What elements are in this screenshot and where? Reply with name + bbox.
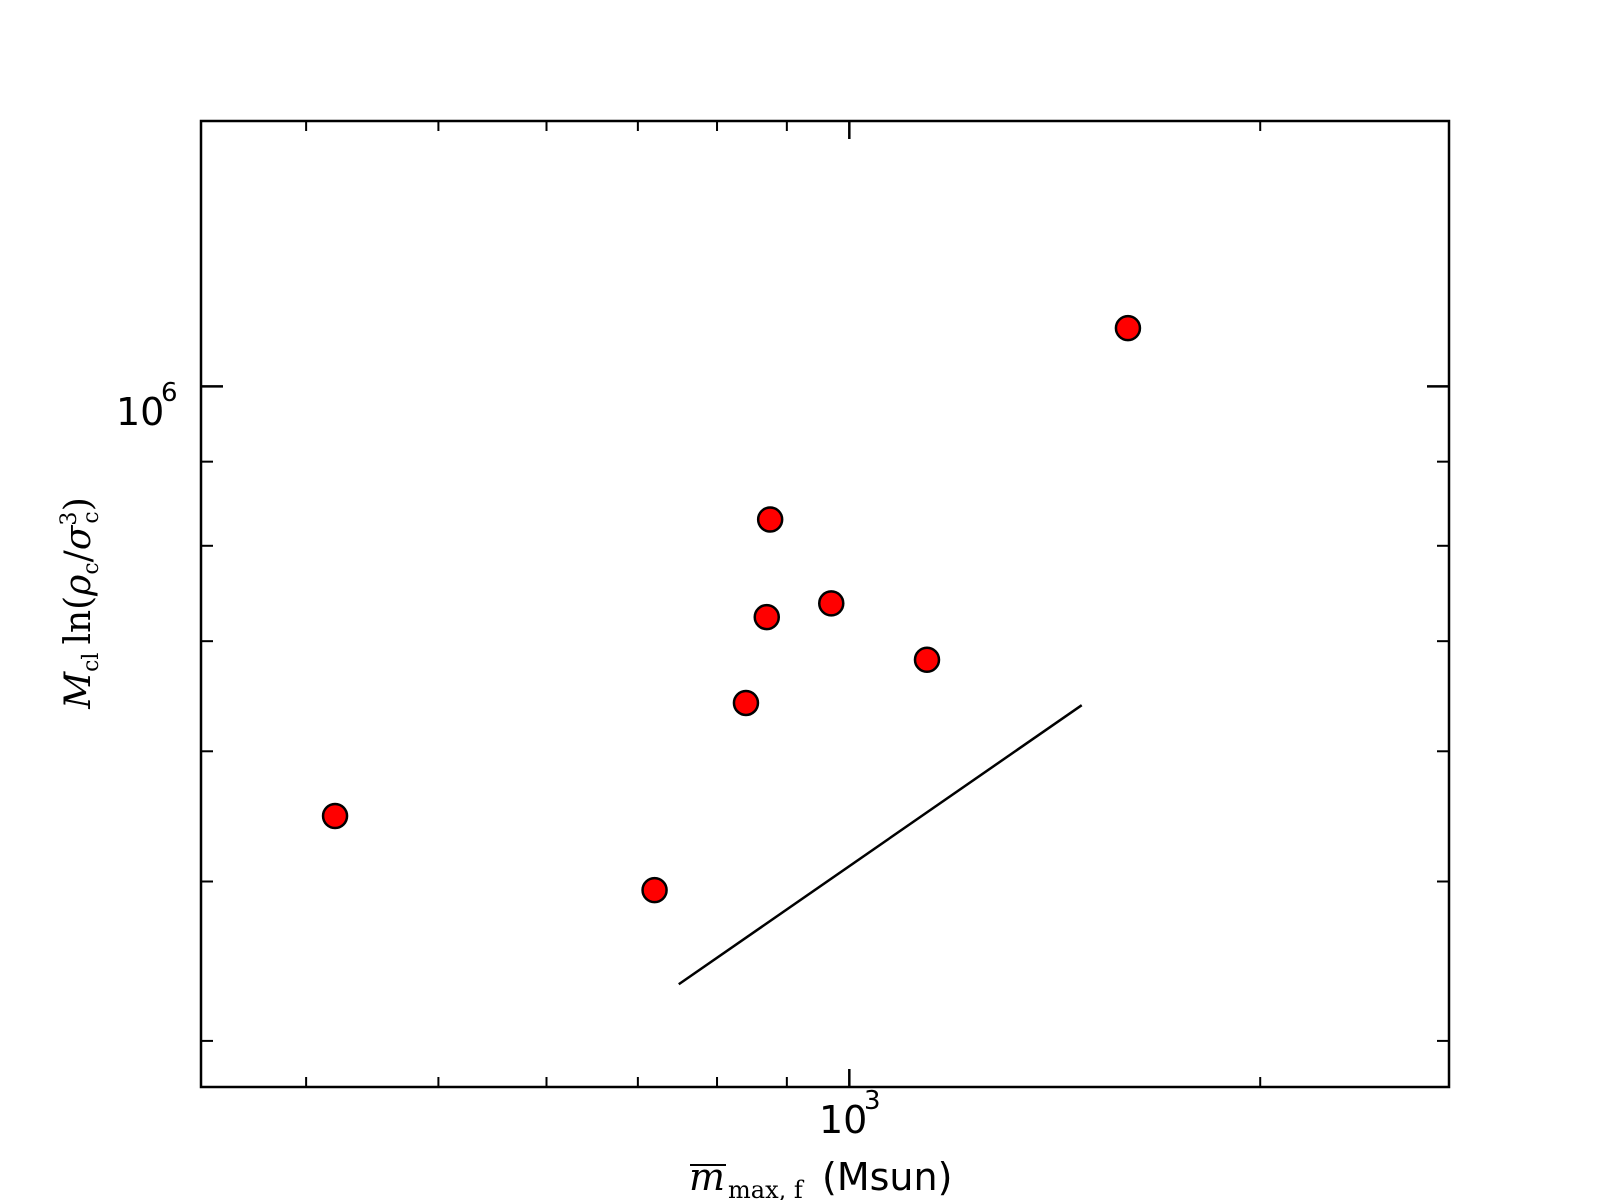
data-point — [321, 802, 349, 830]
x-axis-label: m max, f (Msun) — [689, 1155, 952, 1200]
plot-area — [321, 314, 1142, 986]
x-label-unit: (Msun) — [822, 1155, 952, 1199]
y-tick-label: 10 6 — [116, 378, 178, 434]
y-label-sub-cl: cl — [79, 653, 104, 672]
plot-frame — [199, 119, 1451, 1089]
x-tick-exponent: 3 — [864, 1086, 881, 1116]
y-label-symbol: M — [58, 671, 99, 710]
y-label-slash: / — [58, 549, 99, 562]
axes — [201, 121, 1449, 1087]
y-label-sigma: σ — [58, 524, 99, 550]
y-axis-label: Mclln(ρc/σ3c) — [57, 497, 104, 710]
y-label-sub-c1: c — [79, 562, 104, 574]
y-label-close: ) — [58, 497, 99, 511]
data-point — [641, 876, 668, 904]
y-tick-base: 10 — [116, 390, 164, 434]
data-point — [1114, 314, 1142, 342]
x-label-symbol: m — [689, 1155, 725, 1199]
y-label-ln: ln( — [58, 596, 99, 645]
reference-line — [678, 704, 1083, 986]
data-point — [913, 646, 941, 674]
data-point — [818, 590, 845, 617]
y-label-rho: ρ — [58, 575, 99, 597]
y-label-sup: 3 — [57, 512, 82, 526]
x-tick-label: 10 3 — [819, 1086, 881, 1142]
data-point — [732, 689, 760, 717]
y-label-sub-c2: c — [79, 511, 104, 523]
svg-text:Mclln(ρc/σ3c): Mclln(ρc/σ3c) — [57, 497, 104, 710]
x-tick-base: 10 — [819, 1098, 867, 1142]
y-tick-exponent: 6 — [161, 378, 178, 408]
data-point — [753, 603, 781, 631]
x-label-subscript: max, f — [728, 1176, 805, 1200]
data-point — [756, 506, 784, 533]
